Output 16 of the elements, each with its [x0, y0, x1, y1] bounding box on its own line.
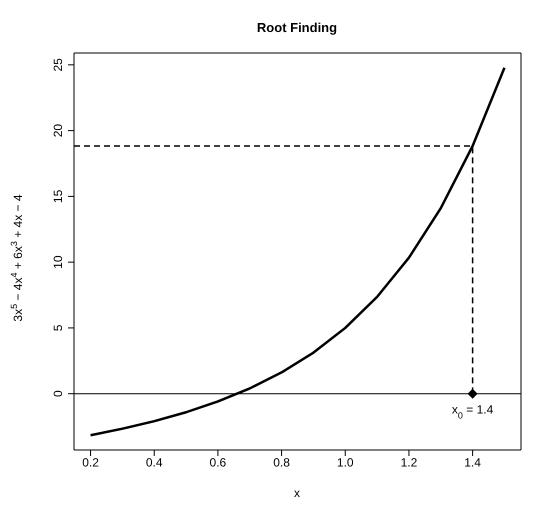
x-tick-label: 0.8 [273, 456, 290, 470]
x-tick-label: 1.2 [400, 456, 418, 470]
x-axis-title: x [293, 486, 301, 500]
x-tick-label: 0.4 [146, 456, 163, 470]
y-tick-label: 15 [51, 189, 65, 204]
y-tick-label: 10 [51, 255, 65, 269]
x-tick-label: 1.0 [336, 456, 354, 470]
y-tick-label: 5 [51, 324, 65, 332]
y-tick-label: 0 [51, 390, 65, 398]
x-tick-label: 1.4 [464, 456, 482, 470]
y-tick-label: 25 [51, 58, 65, 72]
y-tick-label: 20 [51, 124, 65, 138]
chart-title: Root Finding [256, 20, 338, 35]
x-tick-label: 0.6 [210, 456, 227, 470]
annotation: x$_{0}$ = 1.4 [452, 402, 494, 421]
x-tick-label: 0.2 [82, 456, 100, 470]
